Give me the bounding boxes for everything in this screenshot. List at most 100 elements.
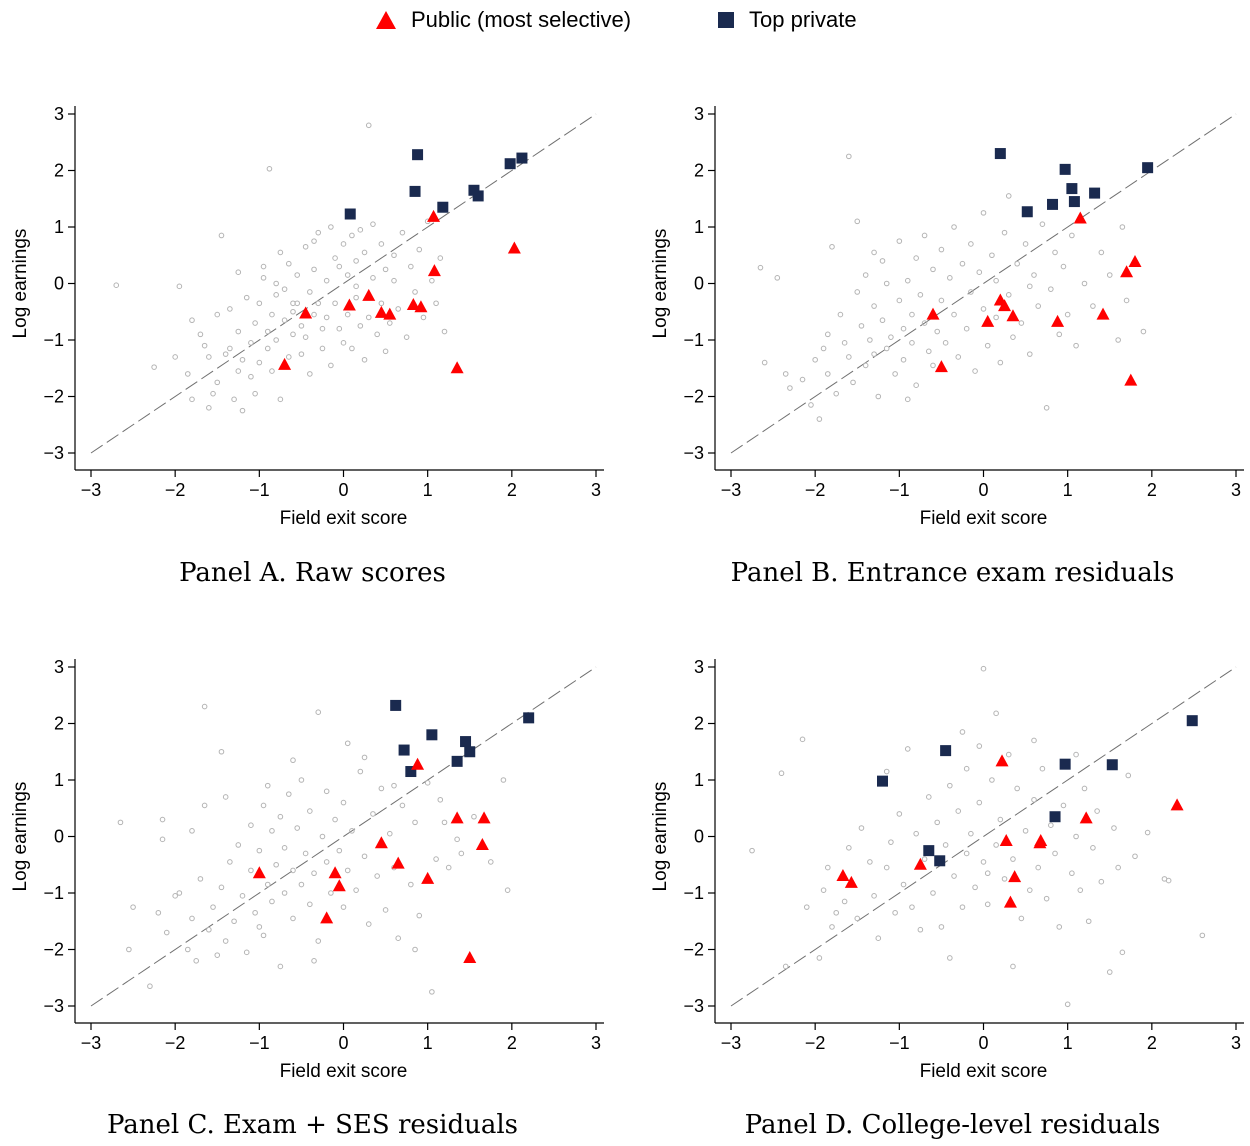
other-college-point	[947, 955, 953, 961]
other-college-point	[336, 325, 343, 332]
other-college-point	[378, 241, 385, 247]
y-axis-label: Log earnings	[650, 229, 671, 339]
other-college-point	[951, 311, 957, 318]
public-selective-point	[427, 209, 441, 222]
other-college-point	[862, 362, 869, 369]
other-college-point	[812, 356, 818, 363]
other-college-point	[201, 802, 208, 809]
other-college-point	[951, 224, 957, 230]
other-college-point	[412, 819, 418, 826]
other-college-point	[340, 340, 347, 346]
square-marker-icon	[718, 12, 734, 28]
other-college-point	[900, 881, 907, 888]
other-college-point	[378, 300, 385, 307]
other-college-point	[370, 275, 376, 281]
other-college-point	[353, 258, 359, 264]
other-college-point	[433, 300, 439, 307]
other-college-point	[989, 777, 995, 783]
other-college-point	[391, 277, 397, 284]
other-college-point	[277, 396, 284, 403]
x-tick-label: −1	[889, 1033, 910, 1053]
legend-label-public: Public (most selective)	[411, 7, 632, 32]
x-tick-label: 3	[591, 1033, 601, 1053]
y-tick-label: −2	[43, 940, 64, 960]
top-private-point	[1106, 759, 1118, 771]
other-college-point	[189, 828, 195, 834]
other-college-point	[1039, 221, 1046, 227]
other-college-point	[900, 356, 907, 363]
other-college-point	[1111, 825, 1117, 831]
other-college-point	[336, 847, 343, 854]
other-college-point	[218, 232, 225, 239]
other-college-point	[1048, 822, 1054, 828]
public-selective-point	[934, 360, 948, 373]
other-college-point	[328, 362, 334, 369]
other-college-point	[976, 743, 983, 749]
other-college-point	[1165, 877, 1172, 884]
y-tick-label: −3	[683, 996, 704, 1016]
other-college-point	[883, 768, 890, 775]
public-selective-point	[1079, 811, 1093, 824]
other-college-point	[315, 229, 322, 236]
other-college-point	[311, 266, 317, 273]
other-college-point	[892, 909, 898, 916]
other-college-point	[269, 368, 275, 374]
other-college-point	[332, 816, 338, 823]
other-college-point	[365, 314, 372, 321]
other-college-point	[968, 289, 974, 295]
other-college-point	[239, 356, 246, 363]
top-private-point	[1059, 758, 1071, 770]
other-college-point	[1005, 193, 1012, 199]
public-selective-point	[411, 757, 425, 770]
other-college-point	[883, 345, 890, 352]
other-college-point	[854, 289, 861, 295]
public-selective-point	[427, 264, 441, 277]
other-college-point	[972, 368, 978, 374]
other-college-point	[909, 904, 915, 910]
x-tick-label: −2	[165, 1033, 186, 1053]
other-college-point	[332, 255, 338, 261]
other-college-point	[298, 351, 305, 357]
other-college-point	[875, 393, 882, 400]
other-college-point	[833, 909, 840, 916]
public-selective-point	[1003, 895, 1017, 908]
other-college-point	[934, 328, 941, 335]
other-college-point	[824, 371, 831, 377]
x-axis-label: Field exit score	[920, 508, 1048, 529]
other-college-point	[963, 850, 970, 857]
y-tick-label: −1	[683, 330, 704, 350]
other-college-point	[959, 904, 966, 910]
other-college-point	[900, 325, 907, 332]
other-college-point	[1106, 969, 1113, 975]
y-tick-label: 1	[694, 217, 704, 237]
top-private-point	[504, 158, 516, 170]
y-tick-label: −2	[43, 387, 64, 407]
public-selective-point	[999, 834, 1013, 847]
other-college-point	[302, 334, 309, 340]
other-college-point	[871, 249, 877, 256]
other-college-point	[487, 859, 494, 865]
other-college-point	[361, 754, 368, 761]
public-selective-point	[1124, 373, 1138, 386]
other-college-point	[1026, 887, 1033, 893]
public-selective-point	[926, 307, 940, 320]
other-college-point	[1119, 949, 1126, 956]
other-college-point	[176, 890, 183, 896]
other-college-point	[248, 867, 254, 874]
x-tick-label: 2	[507, 480, 517, 500]
other-college-point	[1043, 405, 1050, 411]
other-college-point	[311, 238, 317, 244]
x-tick-label: 1	[423, 480, 433, 500]
other-college-point	[993, 277, 999, 284]
other-college-point	[1094, 808, 1100, 814]
y-tick-label: 1	[54, 770, 64, 790]
other-college-point	[858, 825, 865, 831]
other-college-point	[1090, 845, 1096, 851]
other-college-point	[357, 227, 364, 233]
public-selective-point	[995, 754, 1009, 767]
other-college-point	[959, 729, 966, 735]
other-college-point	[1014, 785, 1020, 792]
other-college-point	[441, 819, 448, 826]
top-private-point	[426, 729, 438, 741]
x-tick-label: 2	[507, 1033, 517, 1053]
